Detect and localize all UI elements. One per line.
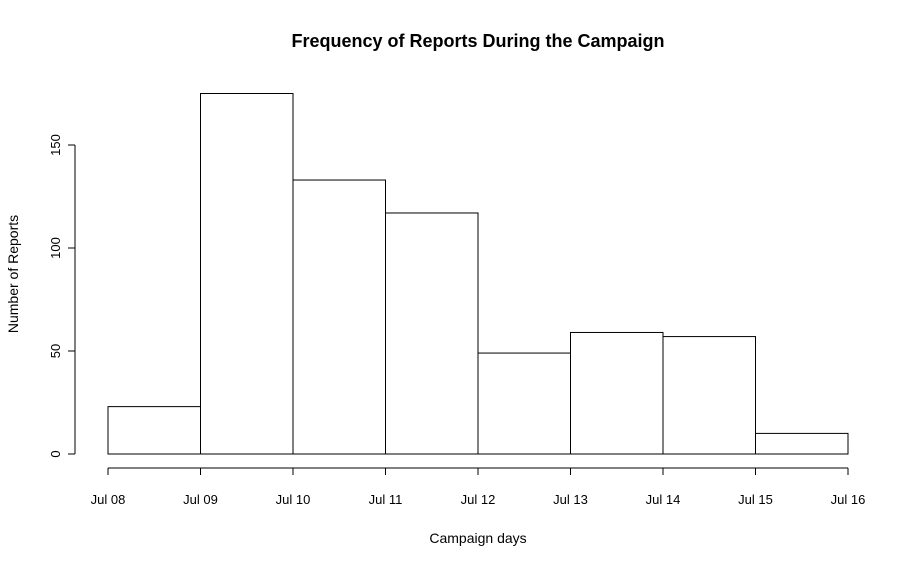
histogram-bar: [662, 336, 756, 455]
x-tick-label: Jul 08: [91, 492, 126, 507]
x-tick-label: Jul 10: [276, 492, 311, 507]
x-tick-label: Jul 11: [369, 492, 403, 507]
x-tick-label: Jul 13: [553, 492, 588, 507]
x-tick-label: Jul 14: [646, 492, 681, 507]
y-axis-label: Number of Reports: [5, 215, 21, 333]
histogram-bar: [107, 406, 201, 455]
x-axis-label: Campaign days: [429, 530, 526, 546]
y-tick-label: 150: [48, 134, 63, 156]
histogram-bar: [755, 432, 849, 455]
y-tick-label: 100: [48, 237, 63, 259]
histogram-bar: [200, 93, 294, 455]
chart-title: Frequency of Reports During the Campaign: [291, 31, 664, 51]
x-tick-label: Jul 12: [461, 492, 496, 507]
bars-group: [107, 93, 849, 455]
y-axis: 0 50 100 150: [48, 134, 76, 458]
x-axis: Jul 08 Jul 09 Jul 10 Jul 11 Jul 12 Jul 13 Jul …: [91, 467, 866, 507]
y-tick-label: 0: [48, 450, 63, 457]
x-tick-label: Jul 16: [831, 492, 866, 507]
y-tick-label: 50: [48, 344, 63, 358]
x-tick-label: Jul 09: [183, 492, 218, 507]
histogram-bar: [570, 331, 664, 455]
histogram-bar: [385, 212, 479, 455]
x-tick-label: Jul 15: [738, 492, 773, 507]
histogram-bar: [292, 179, 386, 455]
histogram-bar: [477, 352, 571, 455]
